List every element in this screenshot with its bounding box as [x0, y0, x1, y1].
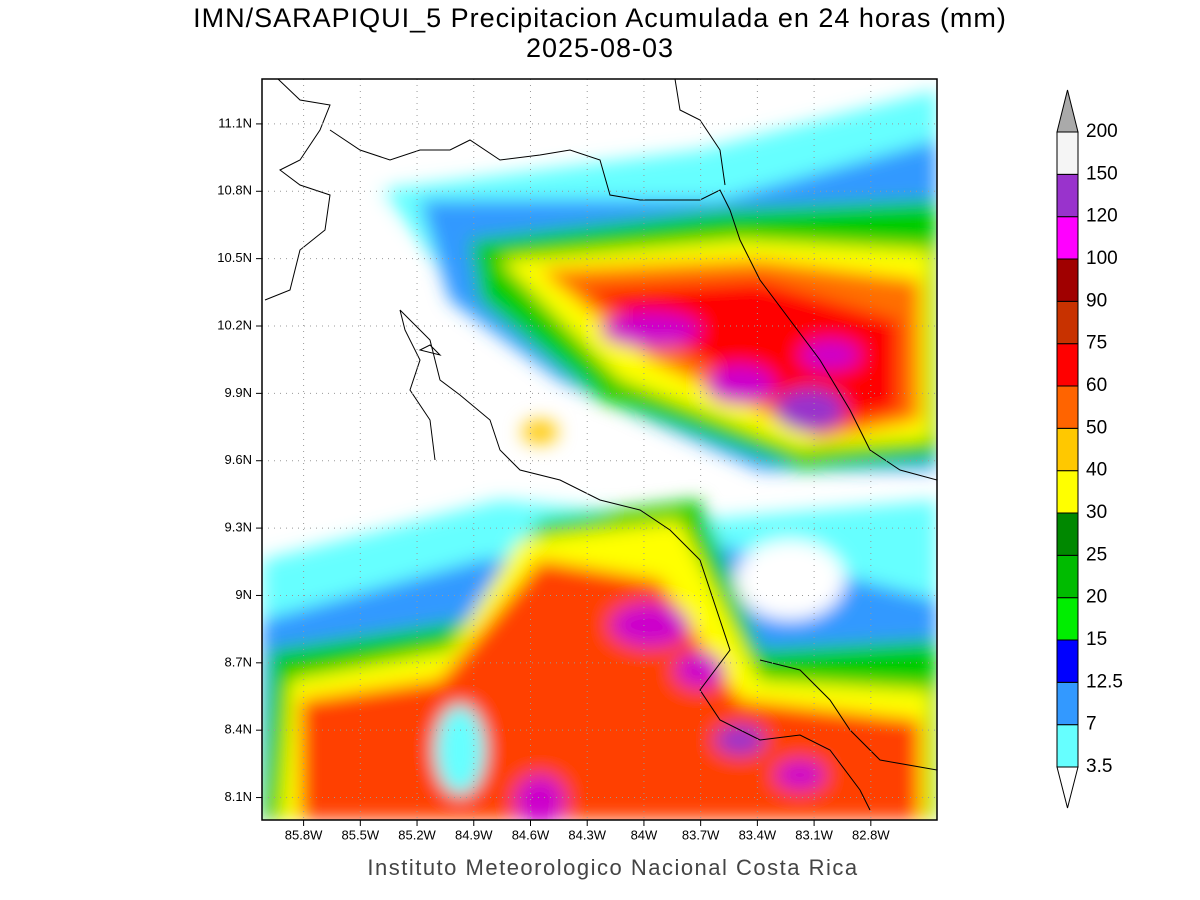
lat-tick-label: 8.7N — [225, 654, 252, 669]
graticule: 11.1N 10.8N 10.5N 10.2N 9.9N 9.6N 9.3N 9N 8.7N 8.… — [217, 79, 937, 842]
colorbar-label: 50 — [1086, 417, 1107, 438]
colorbar-under — [1056, 766, 1079, 809]
colorbar-box — [1056, 512, 1079, 556]
colorbar-box — [1056, 724, 1079, 768]
colorbar-box — [1056, 258, 1079, 302]
lat-tick-label: 10.8N — [217, 183, 252, 198]
colorbar-label: 90 — [1086, 290, 1107, 311]
precipitation-field — [262, 79, 937, 820]
colorbar-label: 150 — [1086, 163, 1118, 184]
colorbar-label: 40 — [1086, 460, 1107, 481]
colorbar-box — [1056, 385, 1079, 429]
lat-tick-label: 9.6N — [225, 452, 252, 467]
colorbar-box — [1056, 681, 1079, 726]
lat-tick-label: 11.1N — [218, 115, 252, 130]
colorbar-box — [1056, 216, 1079, 260]
colorbar-label: 100 — [1086, 248, 1118, 269]
lon-tick-label: 83.7W — [682, 827, 720, 842]
colorbar-box — [1056, 639, 1079, 683]
lon-tick-label: 85.5W — [342, 827, 380, 842]
map-frame — [261, 78, 938, 821]
colorbar-label: 120 — [1086, 206, 1118, 227]
colorbar-label: 30 — [1086, 502, 1107, 523]
lon-tick-label: 84.6W — [512, 827, 550, 842]
colorbar-box — [1056, 343, 1079, 387]
subtitle: 2025-08-03 — [526, 33, 674, 63]
colorbar-label: 7 — [1086, 714, 1097, 735]
lat-tick-label: 9.3N — [225, 520, 252, 535]
colorbar-box — [1056, 427, 1079, 472]
lat-tick-label: 8.4N — [225, 722, 252, 737]
lon-tick-label: 84.9W — [455, 827, 493, 842]
colorbar-label: 15 — [1086, 629, 1107, 650]
lat-tick-label: 10.2N — [217, 317, 252, 332]
colorbar-label: 60 — [1086, 375, 1107, 396]
lon-tick-label: 84.3W — [568, 827, 606, 842]
lon-tick-label: 83.4W — [739, 827, 777, 842]
lon-tick-label: 82.8W — [852, 827, 890, 842]
lon-tick-label: 85.8W — [285, 827, 323, 842]
title: IMN/SARAPIQUI_5 Precipitacion Acumulada … — [193, 3, 1007, 33]
lat-tick-label: 9N — [235, 587, 252, 602]
colorbar-label: 25 — [1086, 544, 1107, 565]
lon-tick-label: 83.1W — [795, 827, 833, 842]
colorbar-label: 12.5 — [1086, 671, 1123, 692]
colorbar-box — [1056, 554, 1079, 599]
lat-tick-label: 9.9N — [225, 385, 252, 400]
colorbar-box — [1056, 300, 1079, 345]
colorbar-box — [1056, 173, 1079, 218]
colorbar-over — [1056, 89, 1079, 133]
lon-tick-label: 84W — [631, 827, 658, 842]
colorbar-label: 20 — [1086, 587, 1107, 608]
lat-tick-label: 8.1N — [225, 789, 252, 804]
colorbar-label: 75 — [1086, 333, 1107, 354]
footer: Instituto Meteorologico Nacional Costa R… — [367, 855, 858, 880]
colorbar-box — [1056, 131, 1079, 175]
lon-tick-label: 85.2W — [398, 827, 436, 842]
colorbar-box — [1056, 597, 1079, 641]
colorbar-label: 3.5 — [1086, 756, 1112, 777]
colorbar-box — [1056, 470, 1079, 514]
colorbar: 3.5 7 12.5 15 20 25 30 40 50 60 75 90 100 120 150 200 — [1056, 89, 1123, 809]
colorbar-label: 200 — [1086, 121, 1118, 142]
lat-tick-label: 10.5N — [217, 250, 252, 265]
